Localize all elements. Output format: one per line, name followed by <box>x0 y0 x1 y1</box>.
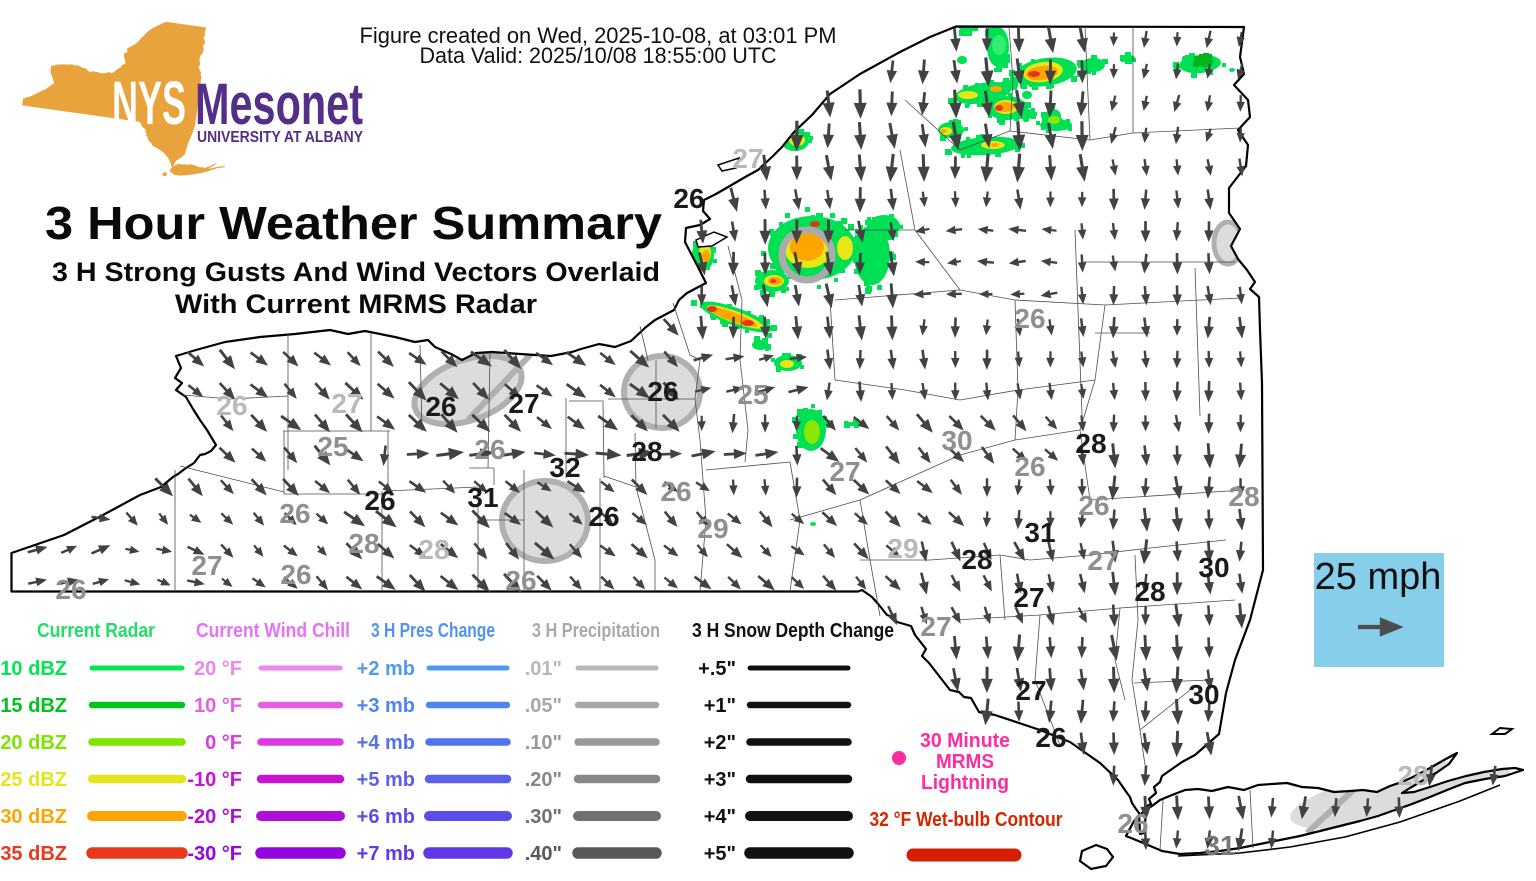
svg-text:MRMS: MRMS <box>936 751 994 773</box>
svg-text:26: 26 <box>364 485 395 516</box>
svg-text:26: 26 <box>588 501 619 532</box>
svg-text:27: 27 <box>1013 582 1044 613</box>
svg-text:20 dBZ: 20 dBZ <box>0 732 67 754</box>
svg-text:-20 °F: -20 °F <box>187 806 242 828</box>
svg-text:28: 28 <box>348 528 379 559</box>
svg-text:+1": +1" <box>704 695 736 717</box>
svg-text:.10": .10" <box>525 732 562 754</box>
svg-text:Figure created on Wed, 2025-10: Figure created on Wed, 2025-10-08, at 03… <box>360 23 837 48</box>
svg-text:30 dBZ: 30 dBZ <box>0 806 67 828</box>
svg-text:+5 mb: +5 mb <box>357 769 415 791</box>
svg-text:26: 26 <box>425 391 456 422</box>
svg-text:29: 29 <box>887 533 918 564</box>
svg-text:Data Valid: 2025/10/08 18:55:0: Data Valid: 2025/10/08 18:55:00 UTC <box>420 43 777 68</box>
svg-text:28: 28 <box>1397 760 1428 791</box>
svg-text:.20": .20" <box>525 769 562 791</box>
svg-text:28: 28 <box>631 436 662 467</box>
svg-text:28: 28 <box>1075 428 1106 459</box>
svg-text:UNIVERSITY AT ALBANY: UNIVERSITY AT ALBANY <box>197 129 363 146</box>
svg-text:+3 mb: +3 mb <box>357 695 415 717</box>
svg-text:31: 31 <box>1024 517 1055 548</box>
svg-text:26: 26 <box>216 390 247 421</box>
svg-text:32 °F Wet-bulb Contour: 32 °F Wet-bulb Contour <box>870 809 1063 831</box>
svg-text:31: 31 <box>467 482 498 513</box>
svg-text:31: 31 <box>1204 830 1235 861</box>
svg-text:15 dBZ: 15 dBZ <box>0 695 67 717</box>
svg-text:26: 26 <box>505 565 536 596</box>
svg-text:Mesonet: Mesonet <box>195 72 363 137</box>
svg-text:+4 mb: +4 mb <box>357 732 415 754</box>
svg-text:+4": +4" <box>704 806 736 828</box>
svg-text:27: 27 <box>1087 545 1118 576</box>
svg-text:.01": .01" <box>525 658 562 680</box>
svg-text:25 dBZ: 25 dBZ <box>0 769 67 791</box>
svg-text:35 dBZ: 35 dBZ <box>0 843 67 865</box>
svg-text:26: 26 <box>673 183 704 214</box>
svg-text:27: 27 <box>732 143 763 174</box>
svg-text:3 H Strong Gusts And Wind Vect: 3 H Strong Gusts And Wind Vectors Overla… <box>52 257 660 287</box>
svg-text:.30": .30" <box>525 806 562 828</box>
svg-text:28: 28 <box>1228 481 1259 512</box>
svg-text:+6 mb: +6 mb <box>357 806 415 828</box>
svg-text:+7 mb: +7 mb <box>357 843 415 865</box>
svg-text:25: 25 <box>317 431 348 462</box>
svg-text:3 H Pres Change: 3 H Pres Change <box>371 620 495 642</box>
svg-text:25 mph: 25 mph <box>1315 556 1442 598</box>
svg-text:28: 28 <box>1134 576 1165 607</box>
svg-text:.40": .40" <box>525 843 562 865</box>
svg-text:10 dBZ: 10 dBZ <box>0 658 67 680</box>
svg-text:30 Minute: 30 Minute <box>920 730 1010 752</box>
svg-text:Current Wind Chill: Current Wind Chill <box>196 620 350 642</box>
svg-text:With Current MRMS Radar: With Current MRMS Radar <box>175 289 538 319</box>
svg-text:27: 27 <box>508 388 539 419</box>
svg-text:27: 27 <box>1015 675 1046 706</box>
svg-text:+3": +3" <box>704 769 736 791</box>
svg-text:27: 27 <box>331 388 362 419</box>
svg-text:26: 26 <box>55 574 86 605</box>
svg-text:Current Radar: Current Radar <box>37 620 155 642</box>
svg-text:29: 29 <box>697 513 728 544</box>
svg-text:26: 26 <box>474 434 505 465</box>
svg-text:NYS: NYS <box>112 69 186 137</box>
svg-text:+2 mb: +2 mb <box>357 658 415 680</box>
svg-text:30: 30 <box>1188 679 1219 710</box>
svg-text:26: 26 <box>1117 808 1148 839</box>
svg-text:30: 30 <box>1198 552 1229 583</box>
svg-text:26: 26 <box>280 559 311 590</box>
svg-text:30: 30 <box>941 425 972 456</box>
svg-text:3 H Snow Depth Change: 3 H Snow Depth Change <box>692 620 894 642</box>
svg-text:3 H Precipitation: 3 H Precipitation <box>532 620 660 642</box>
svg-text:26: 26 <box>1035 722 1066 753</box>
svg-text:26: 26 <box>1078 490 1109 521</box>
svg-text:Lightning: Lightning <box>921 772 1009 794</box>
svg-text:28: 28 <box>961 544 992 575</box>
svg-text:28: 28 <box>418 534 449 565</box>
svg-text:+.5": +.5" <box>698 658 736 680</box>
svg-text:25: 25 <box>737 379 768 410</box>
svg-text:20 °F: 20 °F <box>194 658 242 680</box>
svg-text:26: 26 <box>1014 303 1045 334</box>
svg-text:26: 26 <box>1014 451 1045 482</box>
svg-text:0 °F: 0 °F <box>205 732 242 754</box>
svg-text:26: 26 <box>279 498 310 529</box>
svg-text:27: 27 <box>920 611 951 642</box>
svg-text:+2": +2" <box>704 732 736 754</box>
svg-text:10 °F: 10 °F <box>194 695 242 717</box>
svg-text:+5": +5" <box>704 843 736 865</box>
svg-text:3 Hour Weather Summary: 3 Hour Weather Summary <box>45 197 662 249</box>
svg-text:.05": .05" <box>525 695 562 717</box>
svg-text:-10 °F: -10 °F <box>187 769 242 791</box>
svg-text:27: 27 <box>191 550 222 581</box>
svg-text:27: 27 <box>829 456 860 487</box>
svg-text:26: 26 <box>647 376 678 407</box>
svg-text:32: 32 <box>549 452 580 483</box>
svg-text:-30 °F: -30 °F <box>187 843 242 865</box>
svg-text:26: 26 <box>660 476 691 507</box>
